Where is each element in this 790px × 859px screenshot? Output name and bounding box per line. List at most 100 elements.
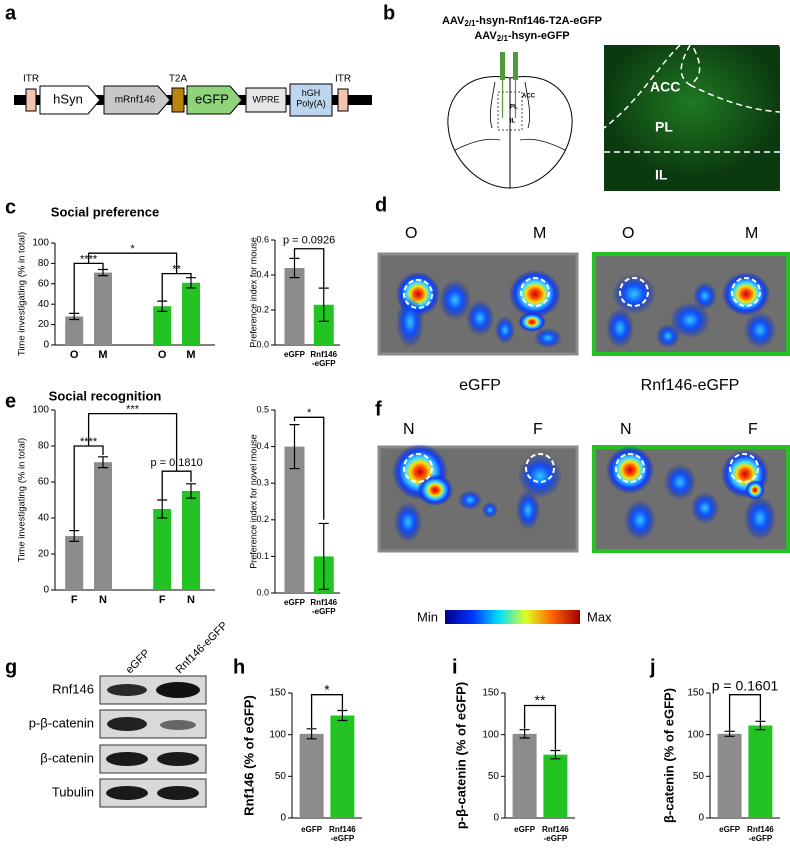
bar (65, 536, 84, 590)
heat-blob (606, 446, 654, 494)
heat-blob (495, 316, 515, 344)
atlas-label: IL (510, 119, 516, 125)
panel-label: b (383, 2, 395, 24)
y-tick-label: 0.3 (256, 478, 269, 488)
element-label: ITR (335, 74, 351, 85)
significance-label: * (307, 407, 312, 419)
bar (94, 462, 112, 590)
significance-bracket (728, 694, 762, 732)
heat-blob (509, 270, 561, 318)
heat-blob (396, 296, 424, 348)
heat-blob (518, 312, 546, 332)
element-label: WPRE (253, 94, 280, 104)
image-label: PL (655, 119, 673, 135)
y-tick-label: 20 (38, 549, 50, 560)
element-label: hSyn (53, 91, 83, 106)
x-tick-label: eGFP (284, 350, 306, 359)
x-tick-label: Rnf146 -eGFP (747, 825, 774, 843)
error-bar (289, 424, 300, 470)
significance-bracket (293, 248, 325, 288)
bar (330, 715, 355, 818)
y-tick-label: 0 (493, 813, 499, 824)
colorbar (445, 610, 580, 624)
y-tick-label: 50 (488, 771, 500, 782)
y-tick-label: 0 (43, 585, 49, 596)
significance-bracket (87, 252, 178, 274)
x-tick-label: eGFP (719, 825, 741, 834)
panel-label: f (375, 398, 382, 420)
colorbar-label: Max (587, 609, 612, 624)
bar (284, 446, 305, 593)
panel-label: g (5, 656, 17, 678)
zone-label: F (748, 421, 758, 438)
y-axis-label: Preference index for novel mouse (248, 434, 258, 569)
y-tick-label: 150 (269, 688, 286, 699)
y-axis-label: Time investigating (% in total) (17, 232, 28, 356)
heat-blob (482, 502, 498, 518)
bar (153, 306, 172, 345)
y-tick-label: 0.2 (256, 514, 269, 524)
bar (65, 316, 84, 345)
group-label: Rnf146-eGFP (641, 377, 740, 394)
y-tick-label: 80 (38, 441, 50, 452)
y-tick-label: 0 (43, 340, 49, 351)
blot-label: Rnf146 (52, 681, 94, 696)
brain-schematic (447, 76, 573, 189)
error-bar (318, 522, 329, 590)
heat-blob (664, 464, 696, 500)
significance-bracket (523, 704, 557, 750)
panel-label: c (5, 196, 16, 218)
construct (14, 83, 372, 117)
heat-blob (612, 274, 656, 314)
x-tick-label: Rnf146 -eGFP (310, 598, 337, 616)
zone-label: O (622, 225, 634, 242)
significance-label: ** (535, 692, 546, 708)
heat-blob (439, 280, 471, 320)
heat-blob (670, 302, 710, 338)
error-bar (755, 720, 766, 731)
element-label: ITR (23, 74, 39, 85)
y-tick-label: 0 (280, 813, 286, 824)
y-tick-label: 0.1 (256, 551, 269, 561)
heat-blob (534, 328, 562, 348)
colorbar-label: Min (417, 609, 438, 624)
error-bar (337, 709, 348, 722)
element-label: hGH Poly(A) (296, 88, 326, 108)
bar (284, 268, 305, 345)
y-axis-label: Preference index for mouse (248, 237, 258, 348)
panel-label: j (649, 656, 656, 678)
bar (182, 282, 200, 345)
x-tick-label: eGFP (284, 598, 306, 607)
x-tick-label: F (159, 594, 166, 606)
blot-label: Tubulin (52, 784, 94, 799)
error-bar (186, 483, 196, 499)
panel-label: h (233, 656, 245, 678)
x-tick-label: O (70, 349, 79, 361)
bar (543, 754, 568, 818)
heat-blob (744, 312, 776, 348)
heatmaps (392, 270, 776, 542)
x-tick-label: eGFP (514, 825, 536, 834)
y-tick-label: 0.4 (256, 269, 269, 279)
zone-label: F (533, 421, 543, 438)
significance-bracket (161, 470, 192, 500)
significance-label: * (130, 243, 135, 255)
chart-title: Social preference (51, 204, 159, 219)
y-tick-label: 150 (482, 688, 499, 699)
zone-label: O (405, 225, 417, 242)
bar (313, 304, 334, 345)
error-bar (289, 257, 300, 279)
zone-label: M (533, 225, 546, 242)
y-tick-label: 20 (38, 319, 50, 330)
blot-label: β-catenin (40, 750, 94, 765)
x-tick-label: F (71, 594, 78, 606)
y-tick-label: 60 (38, 477, 50, 488)
heat-blob (745, 480, 765, 500)
error-bar (318, 287, 329, 322)
bar (748, 725, 773, 818)
group-label: eGFP (459, 377, 501, 394)
significance-label: p = 0.1810 (150, 457, 202, 469)
lane-label: eGFP (124, 647, 153, 676)
significance-bracket (293, 416, 325, 520)
